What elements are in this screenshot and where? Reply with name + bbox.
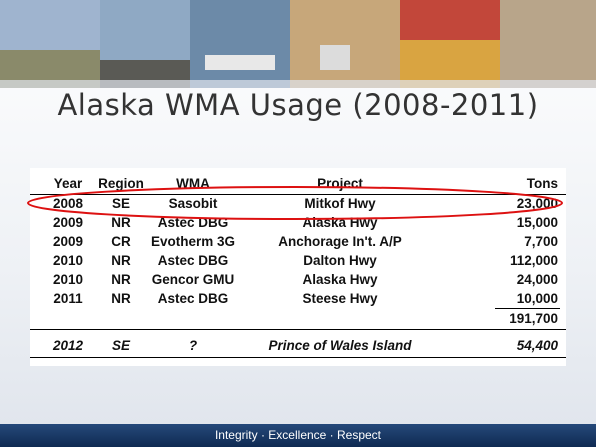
table-cell: Astec DBG [158, 215, 229, 230]
table-cell: 112,000 [510, 253, 558, 268]
rule [495, 308, 560, 309]
table-cell: 2009 [53, 215, 83, 230]
table-cell: Astec DBG [158, 291, 229, 306]
column-header: Tons [527, 176, 558, 191]
table-cell: ? [189, 338, 197, 353]
column-header: WMA [176, 176, 210, 191]
column-header: Region [98, 176, 144, 191]
photo-banner [0, 0, 596, 88]
table-cell: Astec DBG [158, 253, 229, 268]
table-cell: Prince of Wales Island [268, 338, 411, 353]
table-cell: Anchorage In't. A/P [278, 234, 401, 249]
table-cell: CR [111, 234, 131, 249]
table-cell: 2009 [53, 234, 83, 249]
footer: Integrity · Excellence · Respect [0, 424, 596, 447]
table-cell: NR [111, 215, 131, 230]
data-table: Year Region WMA Project Tons 2008 SE Sasobit Mit… [30, 168, 566, 366]
table-cell: 24,000 [517, 272, 558, 287]
table-cell: 23,000 [517, 196, 558, 211]
table-cell: Dalton Hwy [303, 253, 377, 268]
table-cell: Alaska Hwy [302, 272, 377, 287]
rule [30, 329, 566, 330]
table-cell: 2012 [53, 338, 83, 353]
table-cell: NR [111, 272, 131, 287]
table-cell: 10,000 [517, 291, 558, 306]
table-cell: 54,400 [517, 338, 558, 353]
table-cell: Mitkof Hwy [304, 196, 375, 211]
table-cell: Steese Hwy [302, 291, 377, 306]
slide: Alaska WMA Usage (2008-2011) Year Region W… [0, 0, 596, 447]
table-cell: 15,000 [517, 215, 558, 230]
table-cell: Evotherm 3G [151, 234, 235, 249]
table-cell: 2011 [53, 291, 82, 306]
column-header: Year [54, 176, 83, 191]
table-cell: Alaska Hwy [302, 215, 377, 230]
table-cell: Sasobit [169, 196, 218, 211]
rule [30, 357, 566, 358]
table-cell: 7,700 [524, 234, 558, 249]
slide-title: Alaska WMA Usage (2008-2011) [0, 88, 596, 122]
column-header: Project [317, 176, 363, 191]
table-cell: 2008 [53, 196, 83, 211]
table-cell: NR [111, 291, 131, 306]
table-cell: SE [112, 338, 130, 353]
table-cell: 2010 [53, 253, 83, 268]
table-cell: NR [111, 253, 131, 268]
table-cell: SE [112, 196, 130, 211]
rule [30, 194, 566, 195]
table-cell: Gencor GMU [152, 272, 235, 287]
table-cell: 2010 [53, 272, 83, 287]
total-cell: 191,700 [509, 311, 558, 326]
